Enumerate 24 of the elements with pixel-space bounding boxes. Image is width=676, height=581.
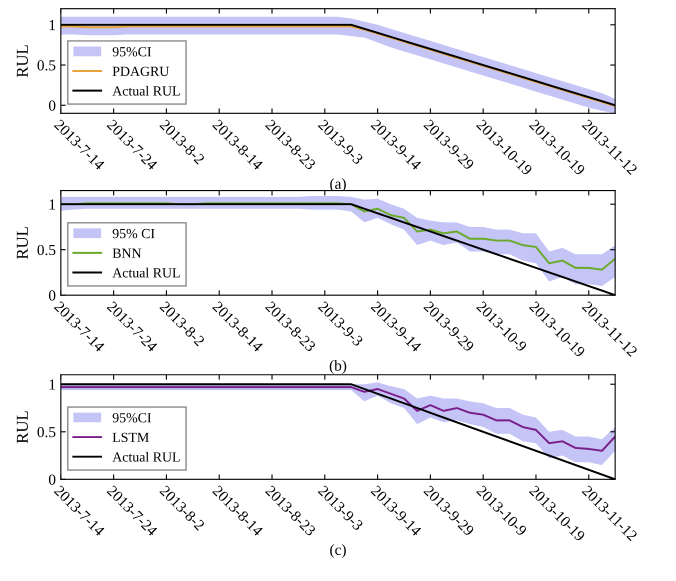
line-series [60,386,616,452]
text: (b) [330,360,346,374]
annotation: 95%CI [112,413,152,422]
y-axis-title: RUL [16,411,28,444]
text: (c) [330,544,346,558]
annotation: 95% CI [112,228,155,238]
legend-label: PDAGRU [112,66,170,76]
legend-label: Actual RUL [112,452,180,462]
y-axis-title: RUL [16,45,28,78]
y-tick-label: 0 [48,474,56,485]
y-tick-label: 1 [50,199,56,210]
y-tick-label: 0 [48,290,56,301]
y-tick-label: 0.5 [37,244,56,256]
y-tick-label: 1 [50,379,56,390]
legend-label: Actual RUL [112,86,180,96]
y-tick-label: 0.5 [37,60,56,71]
y-axis-title: RUL [16,227,28,260]
legend-label: LSTM [112,432,149,442]
y-tick-label: 1 [50,20,56,30]
y-tick-label: 0.5 [37,426,56,438]
legend-label: BNN [112,248,142,258]
legend-label: Actual RUL [112,268,180,278]
y-tick-label: 0 [48,100,56,111]
annotation: 95%CI [112,47,152,56]
